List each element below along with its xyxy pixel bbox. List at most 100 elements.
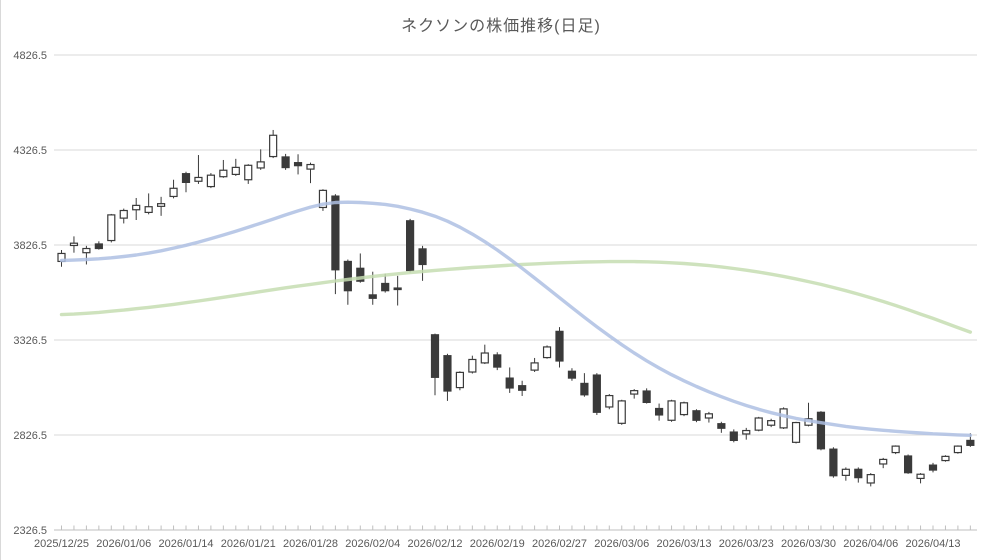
- candle-up: [742, 427, 751, 440]
- candle-down: [505, 367, 514, 393]
- candle-down: [493, 352, 502, 371]
- candle-up: [679, 401, 689, 417]
- candle-up: [891, 445, 900, 455]
- candle-up: [468, 355, 477, 374]
- candle-down: [343, 259, 352, 305]
- axis-tick-label: 3326.5: [13, 335, 47, 347]
- axis-tick-label: 2026/02/27: [532, 538, 587, 550]
- axis-tick-label: 4326.5: [13, 145, 47, 157]
- candle-up: [667, 399, 676, 422]
- moving-average-long-line: [59, 259, 973, 334]
- candle-up: [767, 418, 776, 428]
- candle-up: [194, 155, 203, 184]
- candle-down: [816, 411, 826, 451]
- candle-up: [530, 357, 539, 373]
- candle-down: [281, 153, 290, 170]
- axis-tick-label: 2326.5: [13, 525, 47, 537]
- candle-down: [854, 467, 863, 483]
- axis-tick-label: 2026/03/13: [656, 538, 711, 550]
- candle-up: [455, 371, 464, 391]
- candle-up: [841, 467, 850, 481]
- axis-tick-label: 2026/02/19: [470, 538, 525, 550]
- candle-up: [704, 411, 714, 423]
- axis-tick-label: 2026/02/04: [345, 538, 400, 550]
- candle-up: [256, 149, 265, 170]
- candle-up: [779, 407, 788, 430]
- candle-up: [318, 189, 328, 211]
- candle-up: [916, 473, 925, 484]
- candle-up: [244, 164, 253, 184]
- axis-tick-label: 2026/03/23: [719, 538, 774, 550]
- candle-up: [231, 158, 240, 176]
- candle-up: [107, 213, 116, 243]
- candle-up: [82, 245, 91, 265]
- candle-down: [717, 421, 726, 433]
- candle-up: [57, 250, 66, 267]
- axis-tick-label: 2026/03/06: [594, 538, 649, 550]
- candle-down: [181, 171, 191, 193]
- gridlines: [54, 54, 977, 531]
- candle-up: [206, 173, 215, 189]
- candle-up: [157, 196, 166, 216]
- candle-down: [418, 245, 427, 281]
- candle-up: [480, 344, 489, 365]
- axis-tick-label: 2025/12/25: [34, 538, 89, 550]
- axis-tick-label: 2026/04/06: [843, 538, 898, 550]
- candle-down: [94, 241, 103, 250]
- candle-down: [654, 403, 664, 421]
- candle-up: [791, 421, 801, 444]
- axis-tick-label: 3826.5: [13, 240, 47, 252]
- candle-up: [219, 159, 228, 178]
- candle-down: [430, 333, 440, 396]
- candle-up: [269, 129, 278, 159]
- candle-down: [293, 154, 303, 175]
- candle-down: [406, 218, 415, 273]
- candle-up: [866, 473, 875, 487]
- candlesticks: [57, 129, 975, 487]
- y-axis-labels: 4826.5 4326.5 3826.5 3326.5 2826.5 2326.5: [13, 50, 47, 537]
- axis-tick-label: 2026/03/30: [781, 538, 836, 550]
- axis-tick-label: 2026/04/13: [905, 538, 960, 550]
- axis-tick-label: 2026/01/28: [283, 538, 338, 550]
- axis-tick-label: 2026/01/21: [221, 538, 276, 550]
- x-axis-ticks: [61, 525, 971, 530]
- candle-down: [518, 380, 527, 396]
- candle-up: [630, 389, 639, 399]
- candle-down: [928, 462, 938, 473]
- moving-average-short-line: [59, 200, 973, 437]
- candle-up: [804, 402, 813, 427]
- candle-down: [567, 368, 577, 381]
- candle-up: [941, 455, 950, 462]
- candle-up: [69, 236, 79, 253]
- candle-down: [592, 373, 601, 415]
- candle-down: [729, 429, 738, 443]
- candle-down: [692, 409, 701, 423]
- candle-down: [393, 275, 402, 306]
- candle-down: [642, 388, 651, 404]
- candle-up: [879, 457, 888, 469]
- candle-up: [169, 179, 178, 199]
- candle-down: [829, 447, 838, 478]
- candle-down: [555, 327, 564, 368]
- axis-tick-label: 2026/02/12: [407, 538, 462, 550]
- candle-down: [443, 353, 452, 401]
- axis-tick-label: 2026/01/06: [96, 538, 151, 550]
- candle-up: [605, 394, 614, 410]
- axis-tick-label: 2826.5: [13, 430, 47, 442]
- candle-down: [903, 454, 913, 474]
- candle-up: [953, 445, 963, 454]
- candle-down: [580, 373, 589, 397]
- candle-up: [754, 416, 763, 432]
- candle-down: [331, 194, 340, 295]
- candle-up: [144, 193, 153, 215]
- chart-title: ネクソンの株価推移(日足): [401, 18, 601, 35]
- candle-up: [132, 197, 141, 221]
- x-axis-labels: 2025/12/25 2026/01/06 2026/01/14 2026/01/21…: [34, 538, 961, 550]
- candle-up: [119, 208, 128, 224]
- candle-up: [306, 162, 315, 184]
- axis-tick-label: 2026/01/14: [158, 538, 213, 550]
- candle-up: [542, 345, 552, 359]
- candle-up: [617, 399, 626, 425]
